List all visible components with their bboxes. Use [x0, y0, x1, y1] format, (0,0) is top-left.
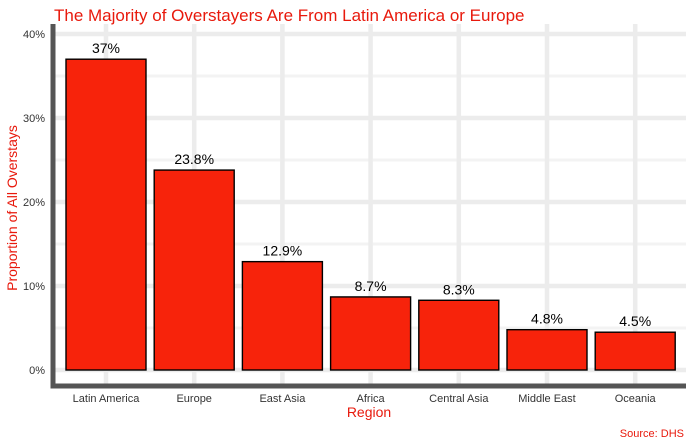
data-label: 12.9%	[263, 243, 303, 259]
data-label: 8.7%	[355, 278, 387, 294]
x-tick-label: Africa	[357, 393, 386, 405]
y-tick-label: 20%	[23, 197, 45, 209]
x-tick-label: Europe	[176, 393, 211, 405]
y-tick-label: 30%	[23, 113, 45, 125]
y-tick-label: 10%	[23, 281, 45, 293]
bar	[65, 58, 147, 371]
y-tick-label: 0%	[29, 365, 45, 377]
source-caption: Source: DHS	[620, 428, 684, 440]
data-label: 37%	[92, 40, 120, 56]
chart-title: The Majority of Overstayers Are From Lat…	[54, 6, 525, 25]
bar	[329, 296, 412, 371]
x-tick-label: Central Asia	[429, 393, 489, 405]
x-tick-label: Latin America	[73, 393, 141, 405]
data-label: 23.8%	[174, 151, 214, 167]
y-tick-label: 40%	[23, 29, 45, 41]
x-tick-label: Oceania	[615, 393, 657, 405]
y-axis-title: Proportion of All Overstays	[4, 125, 20, 291]
axes	[50, 24, 686, 389]
x-tick-label: East Asia	[259, 393, 306, 405]
bar	[506, 328, 588, 371]
data-label: 4.5%	[619, 313, 651, 329]
bar	[418, 299, 500, 371]
bars	[65, 58, 676, 371]
data-labels: 37% 23.8% 12.9% 8.7% 8.3% 4.8% 4.5%	[92, 40, 651, 329]
bar	[153, 169, 235, 371]
x-tick-labels: Latin America Europe East Asia Africa Centra…	[73, 393, 657, 405]
bar	[594, 331, 676, 371]
x-axis-title: Region	[347, 404, 391, 420]
bar	[241, 260, 324, 371]
data-label: 4.8%	[531, 311, 563, 327]
y-tick-labels: 0% 10% 20% 30% 40%	[23, 29, 45, 377]
x-tick-label: Middle East	[518, 393, 575, 405]
data-label: 8.3%	[443, 281, 475, 297]
